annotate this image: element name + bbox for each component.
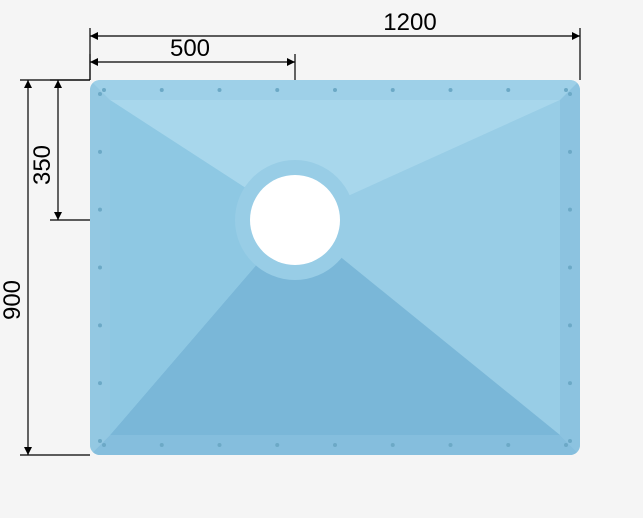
screw (568, 92, 572, 96)
screw (275, 443, 279, 447)
screw (98, 323, 102, 327)
screw (568, 381, 572, 385)
arrowhead (54, 212, 62, 220)
screw (333, 443, 337, 447)
arrowhead (54, 80, 62, 88)
screw (102, 88, 106, 92)
screw (98, 150, 102, 154)
screw (98, 266, 102, 270)
screw (275, 88, 279, 92)
screw (506, 443, 510, 447)
dim-label-500: 500 (170, 35, 210, 62)
screw (98, 92, 102, 96)
arrowhead (90, 58, 98, 66)
screw (98, 208, 102, 212)
screw (449, 88, 453, 92)
shower-tray (90, 80, 580, 455)
screw (391, 88, 395, 92)
dim-label-1200: 1200 (383, 9, 436, 36)
arrowhead (572, 32, 580, 40)
screw (449, 443, 453, 447)
screw (568, 323, 572, 327)
screw (568, 150, 572, 154)
arrowhead (24, 447, 32, 455)
arrowhead (287, 58, 295, 66)
screw (564, 443, 568, 447)
screw (218, 88, 222, 92)
arrowhead (90, 32, 98, 40)
screw (564, 88, 568, 92)
screw (568, 266, 572, 270)
dim-label-350: 350 (29, 145, 56, 185)
screw (391, 443, 395, 447)
screw (160, 443, 164, 447)
screw (568, 439, 572, 443)
screw (98, 439, 102, 443)
arrowhead (24, 80, 32, 88)
screw (506, 88, 510, 92)
dim-label-900: 900 (0, 280, 26, 320)
screw (98, 381, 102, 385)
drain-hole (250, 175, 340, 265)
screw (102, 443, 106, 447)
screw (218, 443, 222, 447)
screw (568, 208, 572, 212)
screw (160, 88, 164, 92)
screw (333, 88, 337, 92)
technical-drawing: 1200 500 900 350 (0, 0, 643, 518)
